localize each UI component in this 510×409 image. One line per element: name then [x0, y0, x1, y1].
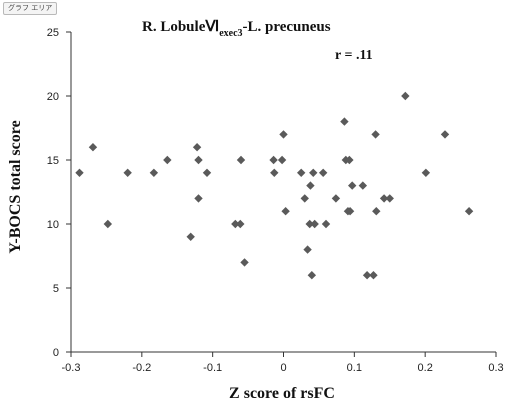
data-point [192, 143, 202, 152]
data-point [231, 219, 240, 229]
y-tick-label: 15 [47, 155, 59, 167]
data-point [307, 271, 317, 280]
data-point [279, 130, 288, 139]
data-point [270, 168, 279, 177]
data-point [401, 91, 410, 101]
tick-labels: 0 5 10 15 20 25 -0.3 -0.2 -0.1 0 0.1 0.2 0.3 [47, 27, 504, 374]
x-tick-label: 0.3 [488, 362, 503, 374]
data-point [464, 207, 474, 216]
data-point [440, 130, 450, 139]
data-point [186, 232, 195, 241]
data-points [75, 91, 474, 280]
data-point [277, 155, 287, 165]
chart-title-subscript: exec3 [219, 28, 242, 39]
chart-title: R. LobuleⅥexec3-L. precuneus [142, 19, 331, 39]
x-tick-label: 0 [280, 362, 286, 374]
data-point [421, 168, 431, 177]
y-tick-label: 10 [47, 219, 59, 231]
data-point [340, 117, 349, 126]
x-tick-label: -0.2 [132, 362, 151, 374]
y-tick-label: 25 [47, 27, 59, 39]
y-tick-label: 0 [53, 347, 59, 359]
y-axis-title: Y-BOCS total score [7, 120, 24, 253]
data-point [269, 155, 278, 165]
data-point [331, 194, 341, 203]
data-point [240, 258, 249, 267]
data-point [362, 271, 372, 280]
y-tick-label: 20 [47, 91, 59, 103]
data-point [88, 143, 98, 152]
data-point [379, 194, 389, 203]
data-point [300, 194, 309, 203]
x-tick-label: 0.2 [418, 362, 433, 374]
axes [66, 31, 497, 357]
data-point [385, 194, 394, 203]
data-point [305, 219, 314, 229]
correlation-annotation: r = .11 [335, 48, 373, 63]
data-point [202, 168, 212, 177]
x-tick-label: -0.3 [62, 362, 81, 374]
data-point [149, 168, 159, 177]
data-point [309, 168, 318, 177]
data-point [310, 219, 319, 229]
data-point [371, 130, 380, 139]
data-point [103, 219, 113, 229]
data-point [281, 207, 290, 216]
x-tick-label: 0.1 [347, 362, 362, 374]
data-point [348, 181, 357, 190]
data-point [318, 168, 328, 177]
data-point [358, 181, 368, 190]
data-point [345, 155, 354, 165]
data-point [321, 219, 331, 229]
data-point [236, 219, 245, 229]
chart-area-tag: グラフ エリア [3, 2, 58, 15]
data-point [369, 271, 378, 280]
data-point [236, 155, 246, 165]
x-axis-title: Z score of rsFC [229, 385, 335, 402]
data-point [75, 168, 84, 177]
data-point [345, 207, 355, 216]
chart-title-main: R. LobuleⅥ [142, 19, 219, 35]
y-tick-label: 5 [53, 283, 59, 295]
data-point [297, 168, 306, 177]
x-tick-label: -0.1 [203, 362, 222, 374]
data-point [194, 194, 203, 203]
data-point [303, 245, 312, 254]
data-point [306, 181, 315, 190]
data-point [163, 155, 172, 165]
data-point [123, 168, 132, 177]
data-point [372, 207, 381, 216]
data-point [194, 155, 203, 165]
chart-title-suffix: -L. precuneus [243, 19, 331, 35]
